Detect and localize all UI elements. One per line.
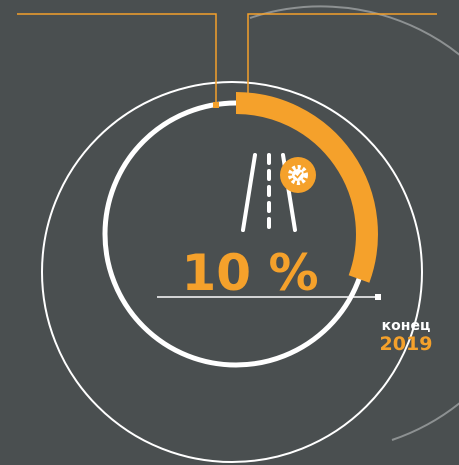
left-leader-line: [17, 13, 217, 104]
gear-badge: [280, 157, 316, 193]
caption: конец: [382, 318, 431, 334]
outer-circle: [41, 81, 423, 463]
outer-gray-arc: [249, 5, 459, 441]
year: 2019: [380, 333, 433, 355]
baseline-marker: [375, 294, 381, 300]
progress-arc: [235, 92, 378, 283]
value-text: 10 %: [181, 244, 318, 302]
right-leader-line: [247, 13, 437, 98]
leader-marker: [213, 102, 219, 108]
